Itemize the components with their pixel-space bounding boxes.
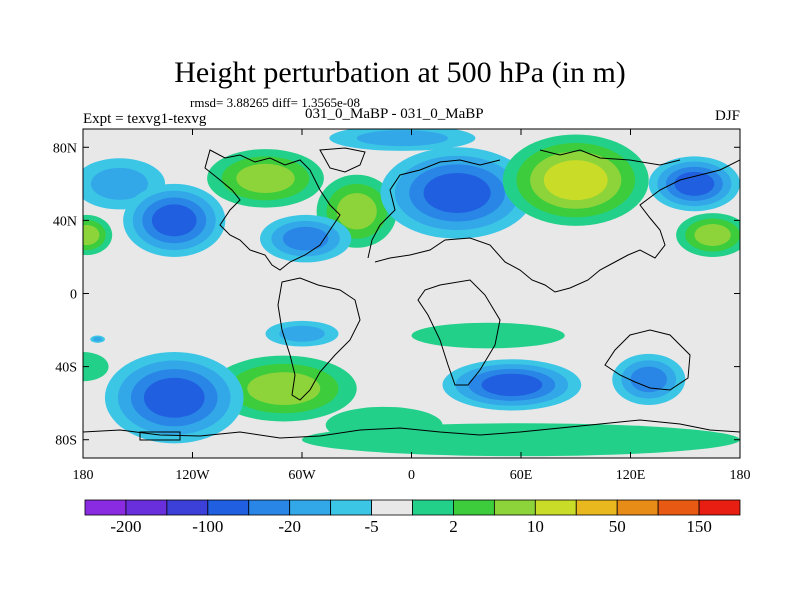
colorbar-box-13 (616, 499, 659, 516)
colorbar-box-2 (166, 499, 209, 516)
contour-fill-10-2 (694, 224, 731, 246)
contour-fill-20-1 (93, 336, 103, 342)
colorbar-box-9 (453, 499, 495, 516)
colorbar-label-0: -200 (110, 517, 141, 536)
contour-fill-15-3 (481, 373, 543, 397)
contour-fill-8-3 (543, 160, 608, 201)
x-tick-label-6: 180 (730, 468, 751, 483)
coastlines (83, 147, 740, 441)
colorbar-box-10 (493, 499, 536, 516)
colorbar-label-5: 10 (527, 517, 544, 536)
comparison-label: 031_0_MaBP - 031_0_MaBP (305, 106, 484, 122)
x-tick-label-4: 60E (510, 468, 533, 483)
y-tick-label-3: 40S (55, 361, 77, 376)
colorbar-label-3: -5 (364, 517, 378, 536)
contour-fill-19-0 (83, 351, 109, 382)
x-tick-label-3: 0 (408, 468, 415, 483)
colorbar-box-12 (575, 499, 618, 516)
contour-fill-2-2 (83, 224, 100, 246)
colorbar: -200 -100 -20 -5 2 10 50 150 (84, 499, 741, 536)
contour-fill-0-1 (90, 167, 149, 200)
colorbar-label-7: 150 (686, 517, 712, 536)
x-tick-label-1: 120W (175, 468, 210, 483)
colorbar-box-5 (289, 499, 332, 516)
colorbar-box-8 (412, 499, 454, 516)
y-tick-label-2: 0 (70, 288, 77, 303)
colorbar-box-0 (84, 499, 127, 516)
colorbar-box-4 (248, 499, 291, 516)
season-label: DJF (714, 108, 740, 124)
experiment-label: Expt = texvg1-texvg (83, 111, 207, 127)
contour-fill-5-2 (282, 226, 329, 251)
colorbar-box-3 (207, 499, 250, 516)
x-tick-label-5: 120E (616, 468, 646, 483)
colorbar-box-14 (657, 499, 700, 516)
colorbar-box-7 (371, 499, 413, 516)
colorbar-box-11 (534, 499, 577, 516)
contour-fill-16-2 (630, 366, 667, 393)
colorbar-box-15 (698, 499, 741, 516)
contour-fills (83, 129, 740, 457)
contour-fill-11-1 (279, 325, 325, 342)
contour-fill-4-2 (336, 192, 377, 230)
contour-fill-18-0 (325, 406, 443, 444)
contour-fill-14-3 (143, 377, 205, 418)
contour-fill-12-0 (411, 322, 565, 349)
colorbar-label-4: 2 (449, 517, 458, 536)
colorbar-box-1 (125, 499, 168, 516)
contour-fill-9-3 (674, 171, 715, 196)
colorbar-label-6: 50 (609, 517, 626, 536)
colorbar-label-2: -20 (278, 517, 301, 536)
stats-text: rmsd= 3.88265 diff= 1.3565e-08 (190, 95, 361, 110)
colorbar-box-6 (330, 499, 372, 516)
chart-title: Height perturbation at 500 hPa (in m) (174, 56, 626, 89)
y-tick-label-4: 80S (55, 434, 77, 449)
x-tick-label-2: 60W (288, 468, 316, 483)
x-axis: 180 120W 60W 0 60E 120E 180 (73, 129, 751, 483)
y-tick-label-0: 80N (53, 141, 77, 156)
contour-fill-3-2 (236, 163, 295, 193)
y-tick-label-1: 40N (53, 214, 77, 229)
y-axis: 80N 40N 0 40S 80S (53, 141, 740, 449)
x-tick-label-0: 180 (73, 468, 94, 483)
colorbar-label-1: -100 (192, 517, 223, 536)
contour-fill-7-1 (356, 130, 448, 147)
contour-fill-13-2 (247, 372, 321, 405)
contour-fill-6-3 (423, 172, 491, 213)
contour-fill-1-3 (151, 204, 197, 237)
